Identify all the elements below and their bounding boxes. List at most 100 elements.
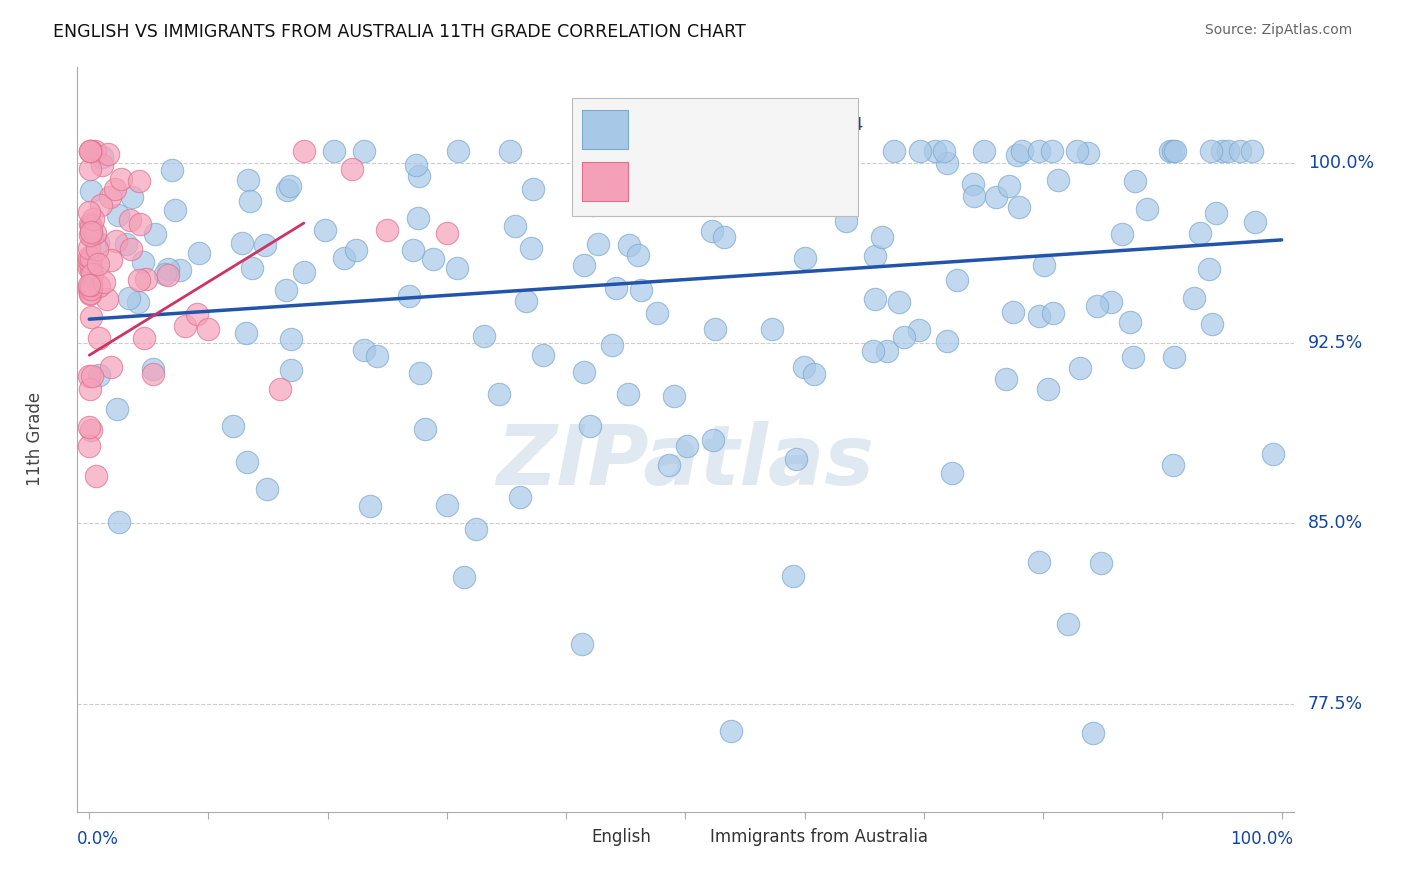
Point — [375, 223, 398, 237]
Point — [77, 260, 100, 275]
Text: 100.0%: 100.0% — [1230, 830, 1294, 848]
Point — [600, 338, 623, 352]
Point — [104, 182, 127, 196]
Point — [87, 368, 110, 383]
Point — [80, 277, 103, 292]
Point — [1081, 726, 1104, 740]
Point — [79, 278, 101, 293]
Point — [613, 179, 636, 194]
Point — [79, 278, 101, 293]
Point — [79, 368, 101, 383]
Point — [79, 144, 101, 158]
Text: Source: ZipAtlas.com: Source: ZipAtlas.com — [1205, 23, 1353, 37]
Point — [398, 289, 420, 303]
Point — [79, 205, 101, 219]
Point — [292, 144, 315, 158]
Point — [472, 329, 495, 343]
Bar — [582, 110, 628, 149]
Point — [79, 227, 101, 242]
Point — [280, 332, 302, 346]
Point — [131, 255, 153, 269]
Point — [785, 451, 807, 466]
Point — [79, 241, 101, 255]
Point — [128, 273, 150, 287]
Point — [1028, 144, 1050, 158]
Point — [280, 363, 302, 377]
Point — [1085, 299, 1108, 313]
Bar — [582, 162, 628, 201]
Point — [142, 367, 165, 381]
Text: Immigrants from Australia: Immigrants from Australia — [710, 828, 928, 846]
Point — [79, 161, 101, 176]
Point — [908, 323, 931, 337]
Point — [87, 257, 110, 271]
Point — [876, 343, 898, 358]
Point — [366, 349, 388, 363]
Point — [236, 455, 259, 469]
Point — [96, 292, 118, 306]
Point — [934, 144, 956, 158]
Point — [118, 291, 141, 305]
Point — [1090, 556, 1112, 570]
Text: 0.162: 0.162 — [686, 169, 738, 187]
Point — [935, 155, 957, 169]
Point — [863, 249, 886, 263]
Point — [80, 223, 103, 237]
Point — [1240, 144, 1263, 158]
Point — [572, 258, 595, 272]
Text: 0.154: 0.154 — [686, 116, 738, 134]
Point — [97, 147, 120, 161]
Point — [1163, 350, 1185, 364]
Point — [80, 423, 103, 437]
Point — [80, 184, 103, 198]
Point — [100, 359, 122, 374]
Point — [834, 214, 856, 228]
Point — [1198, 262, 1220, 277]
Point — [197, 321, 219, 335]
Point — [79, 144, 101, 158]
Point — [630, 145, 652, 160]
Point — [488, 387, 510, 401]
Text: 85.0%: 85.0% — [1308, 515, 1364, 533]
Text: R =: R = — [640, 116, 679, 134]
Point — [522, 182, 544, 196]
Point — [1161, 458, 1184, 472]
Point — [703, 322, 725, 336]
Point — [100, 252, 122, 267]
Point — [1042, 144, 1064, 158]
Text: N =: N = — [756, 169, 807, 187]
Point — [761, 322, 783, 336]
Point — [509, 490, 531, 504]
Text: 100.0%: 100.0% — [1308, 154, 1374, 172]
Point — [89, 278, 111, 293]
Point — [793, 359, 815, 374]
Point — [239, 194, 262, 208]
Point — [647, 144, 669, 158]
Point — [499, 144, 522, 158]
Point — [870, 229, 893, 244]
Point — [80, 262, 103, 277]
Point — [582, 198, 605, 212]
Point — [533, 348, 555, 362]
Point — [145, 227, 167, 241]
Point — [79, 439, 101, 453]
Point — [1069, 361, 1091, 376]
Point — [132, 331, 155, 345]
Point — [588, 144, 610, 158]
Point — [883, 144, 905, 158]
Point — [1042, 306, 1064, 320]
Point — [763, 178, 786, 192]
Point — [90, 150, 112, 164]
Point — [236, 173, 259, 187]
Point — [1057, 616, 1080, 631]
Point — [156, 268, 179, 282]
Point — [1182, 291, 1205, 305]
Point — [173, 318, 195, 333]
Point — [408, 211, 430, 226]
Point — [353, 343, 375, 358]
Point — [242, 260, 264, 275]
Point — [93, 275, 115, 289]
Point — [733, 144, 755, 158]
Point — [160, 163, 183, 178]
Point — [605, 281, 627, 295]
